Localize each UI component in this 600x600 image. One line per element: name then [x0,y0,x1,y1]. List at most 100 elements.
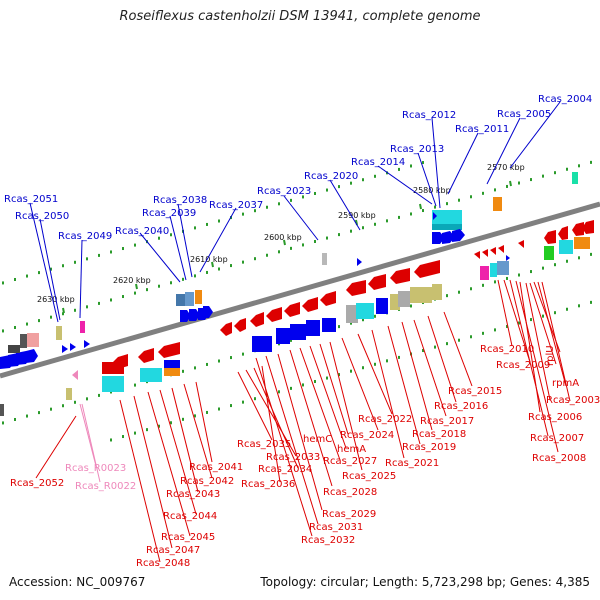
scale-dot [506,276,508,280]
gene-label[interactable]: Rcas_2006 [528,412,582,423]
gene-label[interactable]: Rcas_2034 [258,464,312,475]
scale-dot [38,319,40,323]
gene-label[interactable]: Rcas_2040 [115,226,169,237]
scale-dot [566,307,568,311]
scale-dot [206,270,208,274]
gene-label[interactable]: Rcas_2019 [402,442,456,453]
scale-dot [290,386,292,390]
gene-label[interactable]: Rcas_2047 [146,545,200,556]
gene-label[interactable]: Rcas_2050 [15,211,69,222]
gene-label[interactable]: Rcas_2049 [58,231,112,242]
gene-label[interactable]: Rcas_2041 [189,462,243,473]
gene-arrow [433,212,437,220]
kbp-label: 2620 kbp [113,276,151,285]
scale-dot [74,308,76,312]
scale-dot [338,373,340,377]
gene-label[interactable]: Rcas_2015 [448,386,502,397]
scale-dot [158,284,160,288]
gene-label[interactable]: rpmA [552,378,579,389]
gene-label[interactable]: Rcas_2032 [301,535,355,546]
scale-dot [50,267,52,271]
gene-label[interactable]: Rcas_2014 [351,157,405,168]
scale-dot [74,260,76,264]
scale-dot [86,257,88,261]
gene-arrow [452,229,465,242]
gene-label[interactable]: Rcas_2010 [480,344,534,355]
gene-block [66,388,72,400]
gene-label[interactable]: Rcas_2043 [166,489,220,500]
gene-label[interactable]: Rcas_2003 [546,395,600,406]
gene-arrow [189,309,200,321]
scale-dot [170,281,172,285]
gene-label[interactable]: Rcas_2033 [266,452,320,463]
scale-dot [98,393,100,397]
rna-label[interactable]: Rcas_R0023 [65,463,126,474]
bottom-leader-lines [35,279,571,563]
gene-label[interactable]: Rcas_2028 [323,487,377,498]
scale-dot [98,253,100,257]
gene-label[interactable]: Rcas_2048 [136,558,190,569]
gene-label[interactable]: Rcas_2039 [142,208,196,219]
gene-label[interactable]: Rcas_2021 [385,458,439,469]
scale-tick [211,261,214,268]
gene-label[interactable]: Rcas_2031 [309,522,363,533]
gene-label[interactable]: Rcas_2017 [420,416,474,427]
scale-dot [434,345,436,349]
gene-label[interactable]: Rcas_2011 [455,124,509,135]
gene-label[interactable]: Rcas_2029 [322,509,376,520]
scale-dot [518,321,520,325]
gene-label[interactable]: Rcas_2027 [323,456,377,467]
gene-block [20,334,27,348]
scale-dot [410,304,412,308]
scale-dot [146,428,148,432]
gene-label[interactable]: Rcas_2037 [209,200,263,211]
gene-label[interactable]: Rcas_2051 [4,194,58,205]
gene-label[interactable]: hemC [303,434,332,445]
gene-label[interactable]: Rcas_2009 [496,360,550,371]
gene-label[interactable]: Rcas_2004 [538,94,592,105]
gene-label[interactable]: Rcas_2023 [257,186,311,197]
gene-block [322,253,327,265]
kbp-label: 2590 kbp [338,211,376,220]
gene-label[interactable]: Rcas_2036 [241,479,295,490]
scale-dot [350,321,352,325]
gene-label[interactable]: Rcas_2018 [412,429,466,440]
gene-label[interactable]: Rcas_2013 [390,144,444,155]
gene-label[interactable]: Rcas_2020 [304,171,358,182]
scale-dot [302,383,304,387]
scale-dot [134,291,136,295]
gene-label[interactable]: Rcas_2045 [161,532,215,543]
gene-label[interactable]: Rcas_2044 [163,511,217,522]
scale-dot [458,198,460,202]
scale-dot [374,174,376,178]
scale-dot [422,209,424,213]
scale-dot [494,328,496,332]
scale-dot [314,191,316,195]
gene-arrow [582,220,594,234]
gene-label[interactable]: Rcas_2008 [532,453,586,464]
gene-label[interactable]: Rcas_2025 [342,471,396,482]
rna-label[interactable]: Rcas_R0022 [75,481,136,492]
gene-arrow [220,322,232,336]
gene-label[interactable]: Rcas_2052 [10,478,64,489]
gene-label[interactable]: Rcas_2012 [402,110,456,121]
gene-label[interactable]: Rcas_2005 [497,109,551,120]
scale-dot [290,246,292,250]
gene-label[interactable]: Rcas_2035 [237,439,291,450]
gene-label[interactable]: hemA [337,444,366,455]
gene-label[interactable]: Rcas_2016 [434,401,488,412]
kbp-label: 2610 kbp [190,255,228,264]
gene-label[interactable]: Rcas_2024 [340,430,394,441]
scale-dot [266,205,268,209]
gene-label[interactable]: rplU [545,345,556,366]
gene-block [80,321,85,333]
scale-dot [410,164,412,168]
gene-label[interactable]: Rcas_2007 [530,433,584,444]
gene-label[interactable]: Rcas_2042 [180,476,234,487]
scale-dot [38,411,40,415]
gene-arrow [506,255,510,261]
gene-label[interactable]: Rcas_2038 [153,195,207,206]
gene-label[interactable]: Rcas_2022 [358,414,412,425]
scale-dot [134,243,136,247]
gene-arrow [180,310,191,322]
